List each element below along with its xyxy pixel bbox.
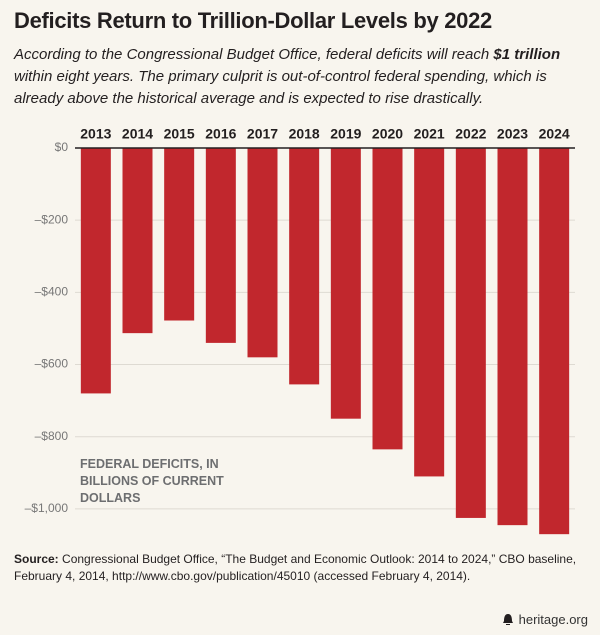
y-tick-label: –$200 (35, 212, 69, 226)
chart: $0 –$200 –$400 –$600 –$800 –$1,000 2013 2014 201… (25, 126, 575, 535)
bar (414, 148, 445, 477)
y-tick-label: –$1,000 (25, 501, 69, 515)
x-tick-label: 2013 (80, 126, 111, 142)
chart-title: Deficits Return to Trillion-Dollar Level… (14, 8, 492, 33)
x-tick-label: 2018 (289, 126, 320, 142)
bar (289, 148, 320, 385)
footer: heritage.org (502, 612, 588, 627)
chart-subtitle: According to the Congressional Budget Of… (14, 44, 584, 110)
source: Source: Congressional Budget Office, “Th… (14, 551, 589, 585)
bar (205, 148, 236, 343)
x-tick-label: 2024 (539, 126, 570, 142)
y-tick-label: $0 (55, 140, 69, 154)
x-tick-label: 2021 (414, 126, 445, 142)
x-tick-label: 2022 (455, 126, 486, 142)
bar (164, 148, 195, 321)
logo-icon (502, 614, 513, 625)
subtitle-text: within eight years. The primary culprit … (14, 46, 565, 107)
bar (497, 148, 528, 526)
bar (539, 148, 570, 535)
annotation: FEDERAL DEFICITS, IN BILLIONS OF CURRENT… (80, 457, 224, 505)
y-tick-label: –$400 (35, 285, 69, 299)
source-text: Congressional Budget Office, “The Budget… (14, 552, 580, 583)
footer-text: heritage.org (518, 612, 588, 627)
source-label: Source: (14, 552, 59, 566)
bar (247, 148, 278, 358)
bar (122, 148, 153, 334)
bar (455, 148, 486, 518)
x-tick-label: 2016 (205, 126, 236, 142)
subtitle-text: According to the Congressional Budget Of… (14, 46, 494, 63)
bar (330, 148, 361, 419)
x-tick-label: 2014 (122, 126, 153, 142)
subtitle-emphasis: $1 trillion (493, 46, 561, 63)
bar (372, 148, 403, 450)
x-tick-label: 2020 (372, 126, 403, 142)
x-tick-label: 2019 (330, 126, 361, 142)
bar (80, 148, 111, 394)
y-tick-label: –$600 (35, 357, 69, 371)
x-tick-label: 2017 (247, 126, 278, 142)
x-tick-label: 2015 (164, 126, 195, 142)
y-tick-label: –$800 (35, 429, 69, 443)
x-tick-label: 2023 (497, 126, 528, 142)
